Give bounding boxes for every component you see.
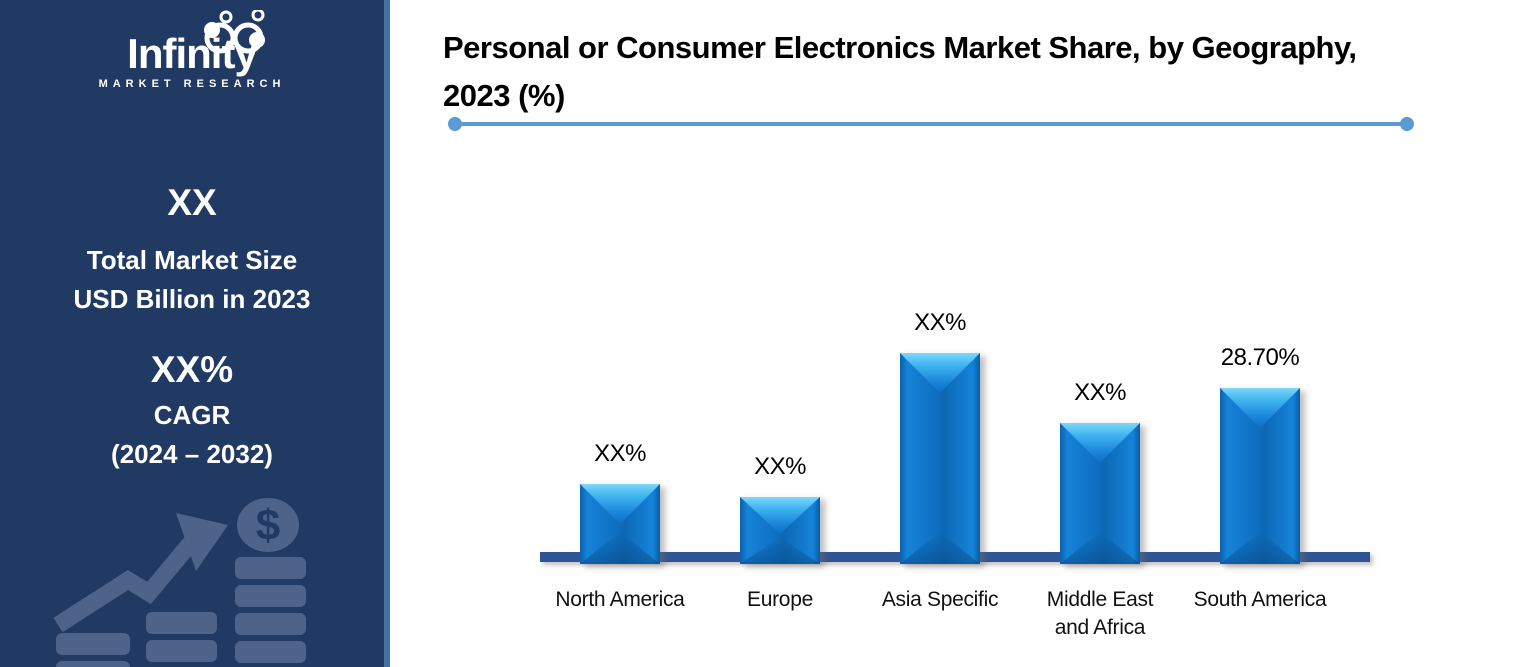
bar-value-label-1: XX% (754, 453, 806, 480)
title-underline (448, 117, 1414, 131)
bar-bevel-bottom (740, 537, 820, 564)
bar-value-label-0: XX% (594, 440, 646, 467)
title-underline-left-dot (448, 117, 462, 131)
bar-bevel-top (740, 497, 820, 534)
bar-value-label-3: XX% (1074, 379, 1126, 406)
bar-bevel-bottom (1220, 532, 1300, 564)
bar-bevel-bottom (1060, 532, 1140, 564)
dollar-symbol: $ (256, 501, 280, 550)
dollar-coin-icon (237, 498, 299, 552)
cagr-value: XX% (150, 349, 234, 390)
bar-bevel-bottom (900, 532, 980, 564)
bar-bevel-top (1060, 423, 1140, 463)
market-size-label-line1: Total Market Size (86, 245, 298, 275)
arrow-head-icon (176, 513, 228, 571)
page-title-line1: Personal or Consumer Electronics Market … (443, 30, 1357, 65)
bar-value-label-2: XX% (914, 309, 966, 336)
bar-1 (740, 497, 820, 564)
logo-wordmark: Infinity (127, 30, 258, 77)
bar-0 (580, 484, 660, 564)
bar-4 (1220, 388, 1300, 564)
growth-arrow-icon (53, 533, 201, 633)
bar-2 (900, 353, 980, 564)
logo: Infinity MARKET RESEARCH (92, 10, 292, 90)
market-size-value: XX (167, 182, 217, 223)
infinity-icon (204, 10, 265, 54)
page-title: Personal or Consumer Electronics Market … (443, 24, 1503, 120)
bar-bevel-bottom (580, 532, 660, 564)
plot-area: XX% North America XX% Europe XX% Asia Specifi… (540, 309, 1380, 639)
bar-3 (1060, 423, 1140, 564)
bar-value-label-4: 28.70% (1220, 344, 1300, 371)
page-title-line2: 2023 (%) (443, 78, 565, 113)
title-underline-line (456, 122, 1406, 126)
title-underline-right-dot (1400, 117, 1414, 131)
category-label-1: Europe (747, 588, 813, 611)
growth-chart-decoration: $ (53, 498, 306, 667)
category-label-4: South America (1193, 588, 1327, 611)
bar-bevel-top (1220, 388, 1300, 428)
sidebar: Infinity MARKET RESEARCH XX Total Market… (0, 0, 390, 667)
category-label-3: Middle East and Africa (1046, 588, 1154, 639)
market-size-label: Total Market Size USD Billion in 2023 (0, 241, 384, 319)
cagr-label: CAGR (153, 400, 231, 430)
market-size-label-line2: USD Billion in 2023 (73, 284, 311, 314)
bar-bevel-top (900, 353, 980, 393)
sidebar-stats: XX Total Market Size USD Billion in 2023… (0, 180, 384, 474)
bar-bevel-top (580, 484, 660, 524)
cagr-period: (2024 – 2032) (111, 439, 273, 469)
logo-tagline: MARKET RESEARCH (98, 78, 286, 90)
category-label-0: North America (555, 588, 685, 611)
category-label-2: Asia Specific (881, 588, 999, 611)
